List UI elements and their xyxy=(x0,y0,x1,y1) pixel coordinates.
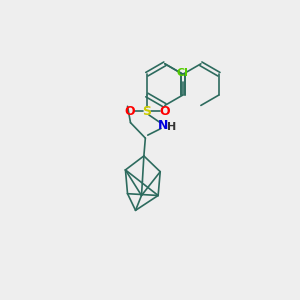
Text: O: O xyxy=(124,105,135,118)
Text: Cl: Cl xyxy=(177,68,189,78)
Text: H: H xyxy=(167,122,177,132)
Text: O: O xyxy=(159,105,170,118)
Text: N: N xyxy=(158,119,168,132)
Text: S: S xyxy=(142,105,151,118)
